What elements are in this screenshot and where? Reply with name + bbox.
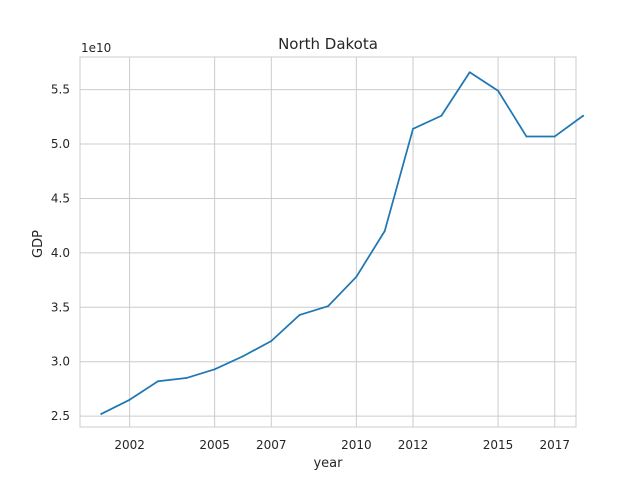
- y-tick-label: 3.0: [51, 355, 70, 369]
- y-gridlines: [80, 89, 576, 417]
- plot-area-frame: [79, 56, 577, 428]
- x-tick-label: 2002: [114, 438, 145, 452]
- y-tick-label: 5.5: [51, 83, 70, 97]
- gdp-data-point: [100, 413, 103, 415]
- gdp-series-line: [100, 71, 584, 415]
- y-tick-label: 3.5: [51, 300, 70, 314]
- x-gridlines: [129, 57, 556, 427]
- y-tick-label: 2.5: [51, 409, 70, 423]
- gdp-data-point: [213, 368, 216, 371]
- x-tick-label: 2005: [199, 438, 230, 452]
- y-axis-offset-label: 1e10: [81, 41, 111, 55]
- y-axis-label: GDP: [31, 230, 46, 258]
- gdp-data-point: [497, 89, 499, 92]
- gdp-data-point: [412, 127, 414, 130]
- series-layer: [100, 71, 584, 415]
- x-tick-label: 2010: [341, 438, 372, 452]
- gdp-data-point: [327, 305, 329, 308]
- gdp-data-point: [185, 377, 188, 379]
- chart-title: North Dakota: [278, 35, 378, 53]
- y-tick-label: 4.0: [51, 246, 70, 260]
- y-tick-label: 5.0: [51, 137, 70, 151]
- gdp-data-point: [525, 135, 528, 138]
- y-tick-label: 4.5: [51, 191, 70, 205]
- x-axis-label: year: [313, 456, 343, 471]
- x-tick-label: 2007: [256, 438, 287, 452]
- gdp-data-point: [128, 398, 131, 401]
- gdp-data-point: [242, 355, 244, 358]
- gdp-data-point: [298, 314, 301, 316]
- gdp-data-point: [157, 380, 159, 383]
- x-axis-ticks: 2002 2005 2007 2010 2012 2015 2017: [114, 438, 570, 452]
- gdp-data-point: [440, 114, 443, 117]
- y-axis-ticks: 2.5 3.0 3.5 4.0 4.5 5.0 5.5: [51, 83, 70, 423]
- gdp-data-point: [468, 71, 471, 74]
- x-tick-label: 2017: [539, 438, 570, 452]
- gdp-data-point: [553, 135, 556, 138]
- x-tick-label: 2015: [483, 438, 514, 452]
- gdp-data-point: [355, 275, 358, 278]
- gdp-data-point: [270, 340, 273, 342]
- x-tick-label: 2012: [398, 438, 429, 452]
- gdp-data-point: [383, 230, 386, 233]
- gdp-data-point: [582, 114, 584, 117]
